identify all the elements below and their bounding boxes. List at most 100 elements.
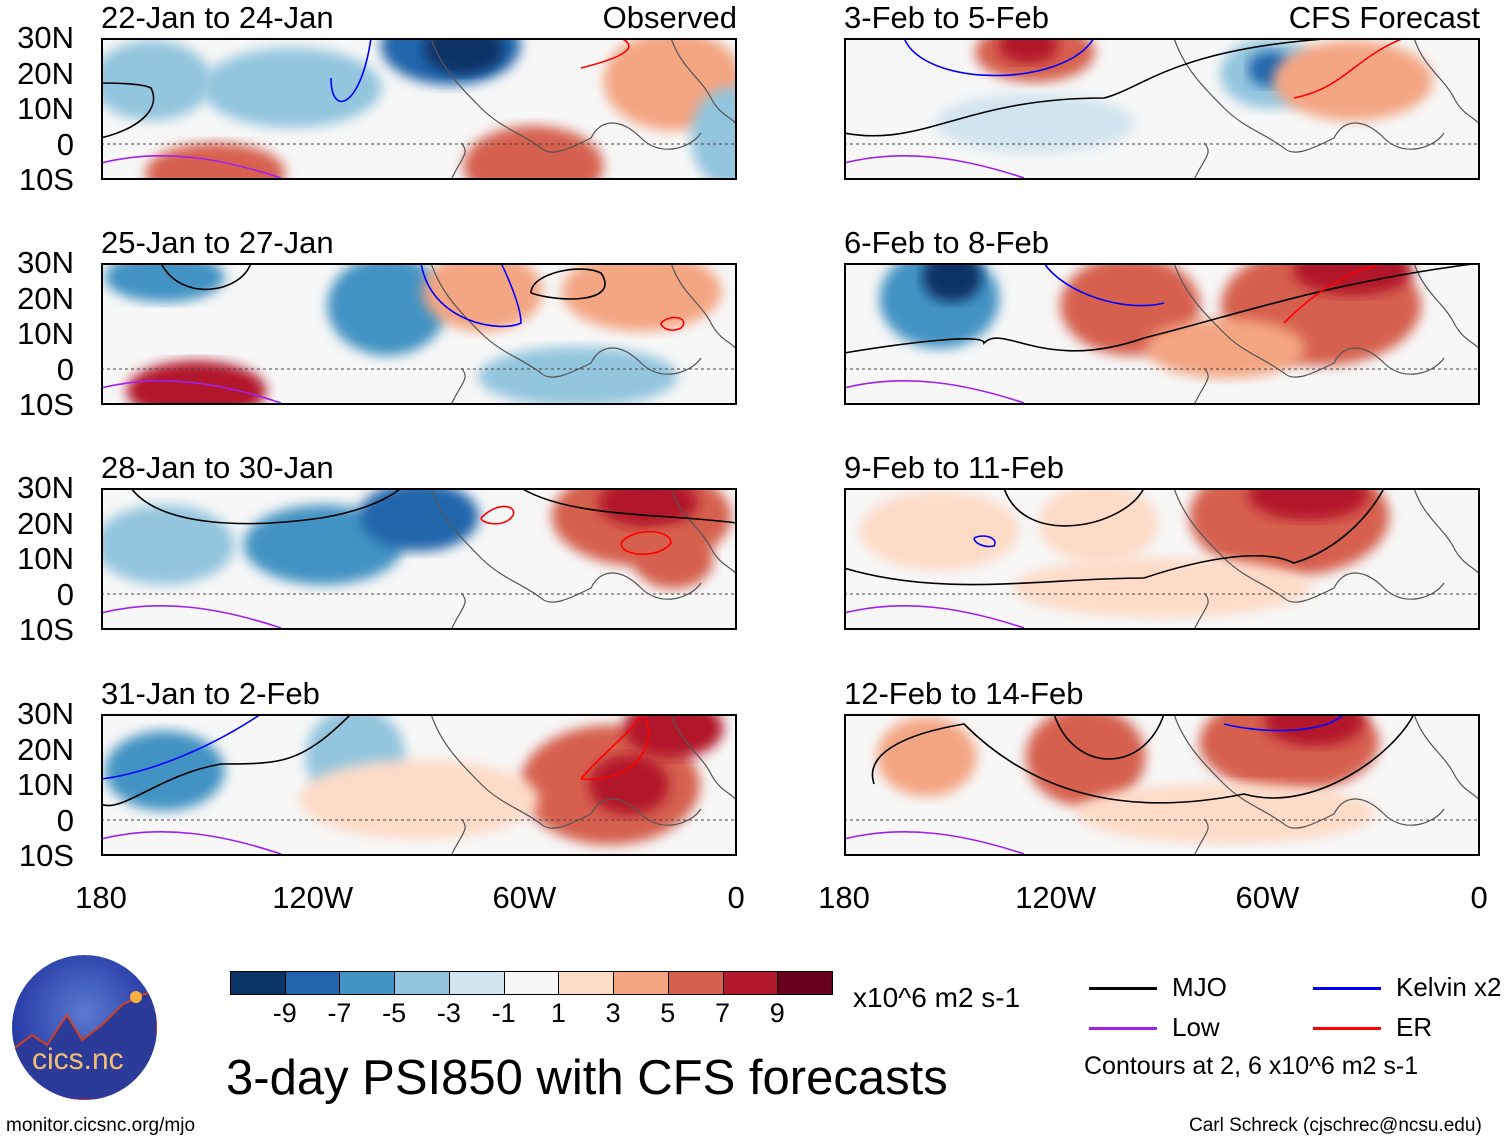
y-tick-label: 10N xyxy=(17,316,74,351)
psi-anomaly-region xyxy=(1272,40,1433,121)
y-tick-label: 10S xyxy=(18,838,74,873)
psi-anomaly-region xyxy=(561,263,722,332)
y-tick-label: 20N xyxy=(17,55,74,91)
wave-contour xyxy=(520,488,737,524)
y-tick-label: 30N xyxy=(17,20,74,55)
coastline xyxy=(1173,38,1480,180)
colorbar-label: 5 xyxy=(660,998,676,1028)
coastline xyxy=(430,263,737,405)
legend-label: Low xyxy=(1172,1012,1220,1042)
wave-contour xyxy=(1223,714,1345,732)
psi-anomaly-region xyxy=(327,263,448,356)
wave-contour xyxy=(101,831,282,855)
panel-frame xyxy=(844,38,1480,180)
y-tick-label: 10S xyxy=(18,387,74,422)
map-panel xyxy=(844,38,1480,180)
x-tick-label: 60W xyxy=(492,880,557,915)
wave-contour xyxy=(1053,714,1165,760)
panel-frame xyxy=(101,263,737,405)
map-panel xyxy=(101,263,737,405)
colorbar-label: -3 xyxy=(436,998,461,1028)
panel-frame xyxy=(844,263,1480,405)
wave-contour xyxy=(130,488,402,525)
map-panel xyxy=(844,714,1480,856)
colorbar-label: 9 xyxy=(769,998,785,1028)
psi-anomaly-region xyxy=(690,87,737,180)
legend-line-low xyxy=(1089,1027,1157,1030)
colorbar-swatch xyxy=(230,971,286,995)
panel-title: 22-Jan to 24-Jan xyxy=(101,0,334,35)
wave-contour xyxy=(844,831,1025,855)
legend-note: Contours at 2, 6 x10^6 m2 s-1 xyxy=(1084,1052,1419,1080)
wave-contour xyxy=(1293,38,1405,99)
psi-anomaly-region xyxy=(922,263,983,303)
map-panel xyxy=(101,38,737,180)
coastline xyxy=(1173,488,1480,630)
colorbar-swatch xyxy=(777,971,833,995)
colorbar-units: x10^6 m2 s-1 xyxy=(853,982,1021,1013)
panel-title: 9-Feb to 11-Feb xyxy=(844,450,1064,485)
wave-contour xyxy=(903,38,1095,77)
panel-title: 6-Feb to 8-Feb xyxy=(844,225,1050,260)
psi-anomaly-region xyxy=(1264,714,1365,747)
wave-contour xyxy=(1003,488,1145,527)
psi-anomaly-region xyxy=(1145,318,1306,379)
y-tick-label: 30N xyxy=(17,696,74,731)
wave-contour xyxy=(844,263,1480,354)
y-tick-label: 0 xyxy=(56,126,74,162)
wave-contour xyxy=(101,380,282,404)
psi-anomaly-region xyxy=(101,504,235,585)
wave-contour xyxy=(101,714,352,807)
psi-anomaly-region xyxy=(463,125,604,180)
colorbar-swatch xyxy=(667,971,724,995)
psi-anomaly-region xyxy=(998,38,1059,64)
colorbar-swatch xyxy=(339,971,396,995)
colorbar-label: -7 xyxy=(327,998,352,1028)
psi-anomaly-region xyxy=(859,490,1020,571)
panel-frame xyxy=(101,714,737,856)
colorbar-label: 3 xyxy=(605,998,621,1028)
panel-frame xyxy=(844,488,1480,630)
panel-title: 25-Jan to 27-Jan xyxy=(101,225,334,260)
x-tick-label: 120W xyxy=(1015,880,1097,915)
wave-contour xyxy=(160,263,252,291)
coastline xyxy=(1173,263,1480,405)
panel-title: 3-Feb to 5-Feb xyxy=(844,0,1050,35)
legend-line-kelvin xyxy=(1313,987,1381,990)
wave-contour xyxy=(530,268,606,300)
coastline xyxy=(430,38,737,180)
y-tick-label: 10S xyxy=(18,162,74,197)
wave-contour xyxy=(580,38,630,69)
cics-logo: cics.nc xyxy=(12,955,157,1100)
y-tick-label: 10N xyxy=(17,767,74,802)
colorbar-label: -1 xyxy=(491,998,516,1028)
wave-contour xyxy=(660,316,685,331)
panel-title: 28-Jan to 30-Jan xyxy=(101,450,334,485)
panel-frame xyxy=(101,488,737,630)
psi-anomaly-region xyxy=(359,488,479,552)
footer-credit: Carl Schreck (cjschrec@ncsu.edu) xyxy=(1189,1115,1482,1136)
psi-anomaly-region xyxy=(876,716,977,797)
psi-anomaly-region xyxy=(1292,263,1413,296)
wave-contour xyxy=(101,82,155,139)
panel-frame xyxy=(101,38,737,180)
wave-contour xyxy=(101,155,282,179)
colorbar-swatch xyxy=(284,971,341,995)
colorbar-swatch xyxy=(558,971,615,995)
footer-url[interactable]: monitor.cicsnc.org/mjo xyxy=(6,1115,196,1136)
x-tick-label: 120W xyxy=(272,880,354,915)
wave-contour xyxy=(844,380,1025,404)
map-panel xyxy=(844,263,1480,405)
psi-anomaly-region xyxy=(422,263,543,332)
wave-contour xyxy=(101,605,282,629)
map-panel xyxy=(101,714,737,856)
colorbar-swatch xyxy=(613,971,669,995)
map-panel xyxy=(101,488,737,630)
panel-source-label: CFS Forecast xyxy=(1288,0,1480,35)
map-panel xyxy=(844,488,1480,630)
panel-frame xyxy=(844,714,1480,856)
logo-text: cics.nc xyxy=(32,1043,124,1076)
wave-contour xyxy=(330,38,372,103)
x-tick-label: 180 xyxy=(818,880,870,915)
panel-title: 31-Jan to 2-Feb xyxy=(101,676,320,711)
